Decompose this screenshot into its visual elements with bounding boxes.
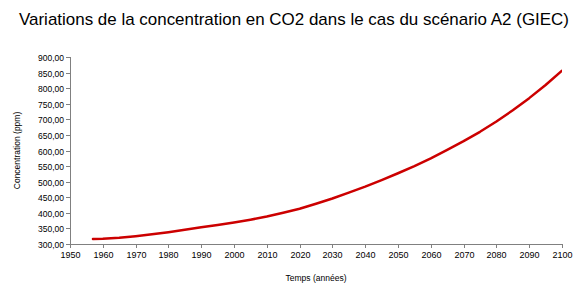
x-tick-label: 2070	[454, 250, 474, 260]
title: Variations de la concentration en CO2 da…	[19, 10, 569, 29]
data-line	[93, 71, 562, 239]
x-tick	[496, 244, 497, 248]
y-axis-title: Concentration (ppm)	[12, 112, 22, 190]
plot-area	[93, 71, 562, 239]
y-tick	[66, 244, 70, 245]
y-tick-label: 800,00	[38, 84, 64, 94]
y-tick-label: 400,00	[38, 209, 64, 219]
x-tick-label: 1950	[60, 250, 80, 260]
x-tick	[464, 244, 465, 248]
x-tick	[365, 244, 366, 248]
x-tick-label: 2030	[322, 250, 342, 260]
x-tick-label: 2090	[519, 250, 539, 260]
background	[0, 0, 588, 296]
y-tick	[66, 73, 70, 74]
x-tick-label: 2050	[388, 250, 408, 260]
y-tick-label: 300,00	[38, 240, 64, 250]
y-tick	[66, 119, 70, 120]
x-tick	[70, 244, 71, 248]
y-tick-label: 600,00	[38, 147, 64, 157]
x-tick	[300, 244, 301, 248]
x-tick	[332, 244, 333, 248]
x-tick	[136, 244, 137, 248]
y-tick-label: 750,00	[38, 100, 64, 110]
x-tick-label: 1990	[191, 250, 211, 260]
x-tick	[201, 244, 202, 248]
y-tick	[66, 104, 70, 105]
y-tick	[66, 151, 70, 152]
x-tick	[398, 244, 399, 248]
x-tick-label: 1970	[126, 250, 146, 260]
y-tick-label: 350,00	[38, 224, 64, 234]
x-tick-label: 2040	[355, 250, 375, 260]
x-tick	[562, 244, 563, 248]
x-tick-label: 1960	[93, 250, 113, 260]
x-axis-title: Temps (années)	[286, 273, 347, 283]
x-tick	[168, 244, 169, 248]
y-tick-label: 450,00	[38, 193, 64, 203]
y-tick	[66, 88, 70, 89]
x-tick-label: 2060	[421, 250, 441, 260]
y-tick-label: 700,00	[38, 115, 64, 125]
y-tick	[66, 135, 70, 136]
x-axis-line	[70, 244, 562, 245]
x-tick	[267, 244, 268, 248]
x-tick	[529, 244, 530, 248]
chart-svg: Variations de la concentration en CO2 da…	[0, 0, 588, 296]
y-tick-label: 900,00	[38, 53, 64, 63]
y-tick	[66, 228, 70, 229]
x-tick	[234, 244, 235, 248]
y-tick	[66, 213, 70, 214]
x-tick	[431, 244, 432, 248]
x-tick-label: 2020	[290, 250, 310, 260]
x-tick-label: 2010	[257, 250, 277, 260]
y-tick-label: 850,00	[38, 69, 64, 79]
y-axis-line	[70, 57, 71, 244]
x-tick-label: 2000	[224, 250, 244, 260]
x-tick-label: 2080	[486, 250, 506, 260]
x-tick-label: 2100	[552, 250, 572, 260]
y-tick-label: 500,00	[38, 178, 64, 188]
x-tick	[103, 244, 104, 248]
y-tick-label: 650,00	[38, 131, 64, 141]
y-tick	[66, 197, 70, 198]
chart-container: Variations de la concentration en CO2 da…	[0, 0, 588, 296]
y-tick	[66, 182, 70, 183]
y-tick-label: 550,00	[38, 162, 64, 172]
x-tick-label: 1980	[158, 250, 178, 260]
y-tick	[66, 57, 70, 58]
y-tick	[66, 166, 70, 167]
